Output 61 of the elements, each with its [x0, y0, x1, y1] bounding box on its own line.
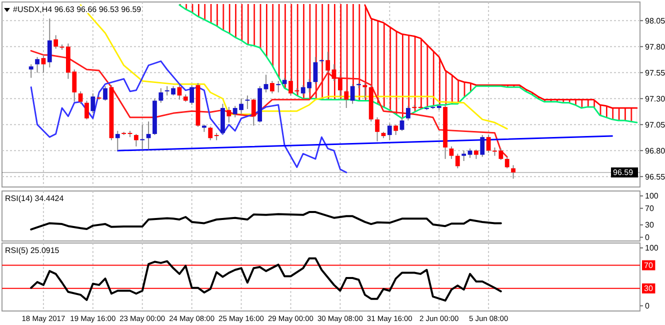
candlestick — [468, 148, 472, 158]
chart-title: RSI(5) 25.0915 — [5, 246, 60, 255]
candlestick — [47, 18, 52, 68]
candlestick — [134, 133, 138, 147]
candlestick — [406, 105, 410, 121]
candlestick — [462, 150, 466, 162]
candlestick — [394, 124, 398, 136]
candlestick — [486, 134, 491, 154]
candlestick — [313, 56, 318, 85]
ref-line-label: 96.59 — [613, 168, 634, 178]
y-tick-label: 96.55 — [645, 172, 665, 182]
candlestick — [226, 106, 232, 124]
y-tick-label: 30 — [645, 220, 654, 230]
y-tick-label: 70 — [645, 204, 654, 214]
y-tick-label: 97.30 — [645, 94, 665, 104]
candlestick — [54, 34, 58, 50]
y-tick-label: 97.80 — [645, 42, 665, 52]
y-tick-label: 100 — [645, 244, 659, 253]
candlestick — [474, 149, 478, 160]
candlestick — [276, 80, 281, 93]
candlestick — [480, 134, 485, 158]
candlestick — [332, 64, 336, 82]
candlestick — [41, 54, 46, 74]
line-series — [30, 211, 502, 230]
candlestick — [362, 82, 368, 100]
candlestick — [400, 116, 404, 132]
y-tick-label: 0 — [645, 302, 650, 311]
candlestick — [177, 84, 182, 100]
candlestick — [344, 90, 349, 108]
candlestick — [264, 74, 268, 93]
candlestick — [270, 80, 274, 94]
line-series — [364, 4, 638, 109]
candlestick — [375, 116, 380, 142]
candlestick — [455, 153, 460, 169]
candlestick — [103, 86, 108, 102]
y-tick-label: 96.80 — [645, 146, 665, 156]
candlestick — [28, 64, 34, 78]
y-tick-label: 0 — [645, 233, 650, 242]
candlestick — [326, 51, 330, 74]
y-tick-label: 97.05 — [645, 120, 665, 130]
y-tick-label: 100 — [645, 192, 659, 201]
candlestick — [251, 98, 256, 126]
candlestick — [449, 146, 454, 160]
candlestick — [190, 84, 194, 106]
candlestick — [338, 75, 342, 98]
candlestick — [115, 130, 120, 152]
line-series — [30, 257, 502, 302]
chart-title: RSI(14) 34.4424 — [5, 194, 64, 203]
line-series — [30, 60, 348, 174]
y-tick-label: 98.05 — [645, 16, 665, 26]
candlestick — [350, 84, 355, 104]
candlestick — [387, 123, 392, 141]
y-tick-label: 97.55 — [645, 68, 665, 78]
candlestick — [511, 164, 516, 180]
candlestick — [504, 156, 510, 169]
candlestick — [158, 88, 164, 104]
candlestick — [208, 126, 213, 141]
candlestick — [84, 100, 89, 120]
candlestick — [35, 56, 40, 74]
candlestick — [90, 92, 96, 114]
candlestick — [140, 124, 145, 150]
